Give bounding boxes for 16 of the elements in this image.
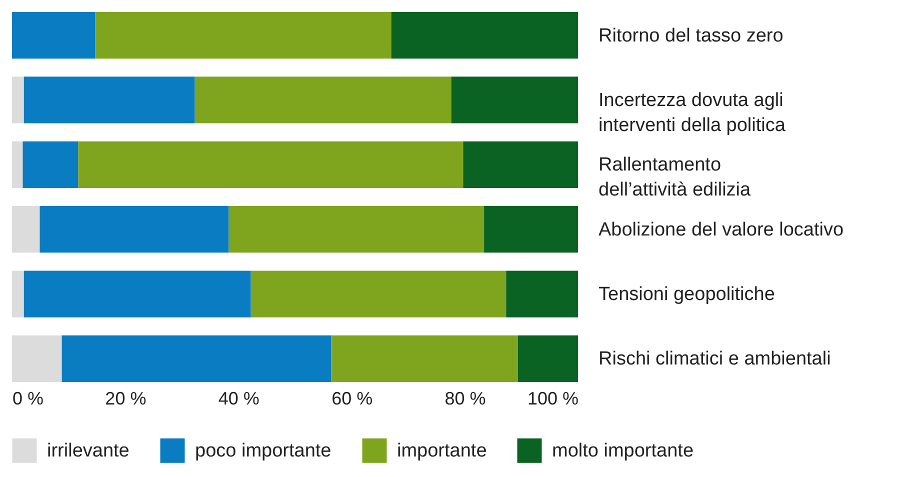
y-tick-label: Rallentamento dell’attività edilizia	[598, 154, 752, 201]
x-tick-label: 60 %	[332, 388, 373, 408]
y-tick-label: Incertezza dovuta agli interventi della politica	[598, 90, 786, 136]
x-tick-label: 40 %	[218, 388, 260, 408]
y-tick-label: Abolizione del valore locativo	[598, 219, 844, 240]
x-tick-label: 20 %	[105, 388, 146, 408]
x-tick-label: 100 %	[527, 388, 578, 408]
legend-label: irrilevante	[47, 440, 130, 462]
legend-label: molto importante	[552, 440, 694, 462]
y-tick-label: Rischi climatici e ambientali	[598, 348, 831, 370]
y-tick-label: Ritorno del tasso zero	[598, 25, 784, 46]
y-tick-label: Tensioni geopolitiche	[598, 284, 775, 306]
x-tick-label: 80 %	[444, 388, 486, 408]
x-tick-label: 0 %	[12, 388, 44, 408]
legend-label: importante	[397, 440, 487, 462]
legend-label: poco importante	[195, 440, 332, 462]
